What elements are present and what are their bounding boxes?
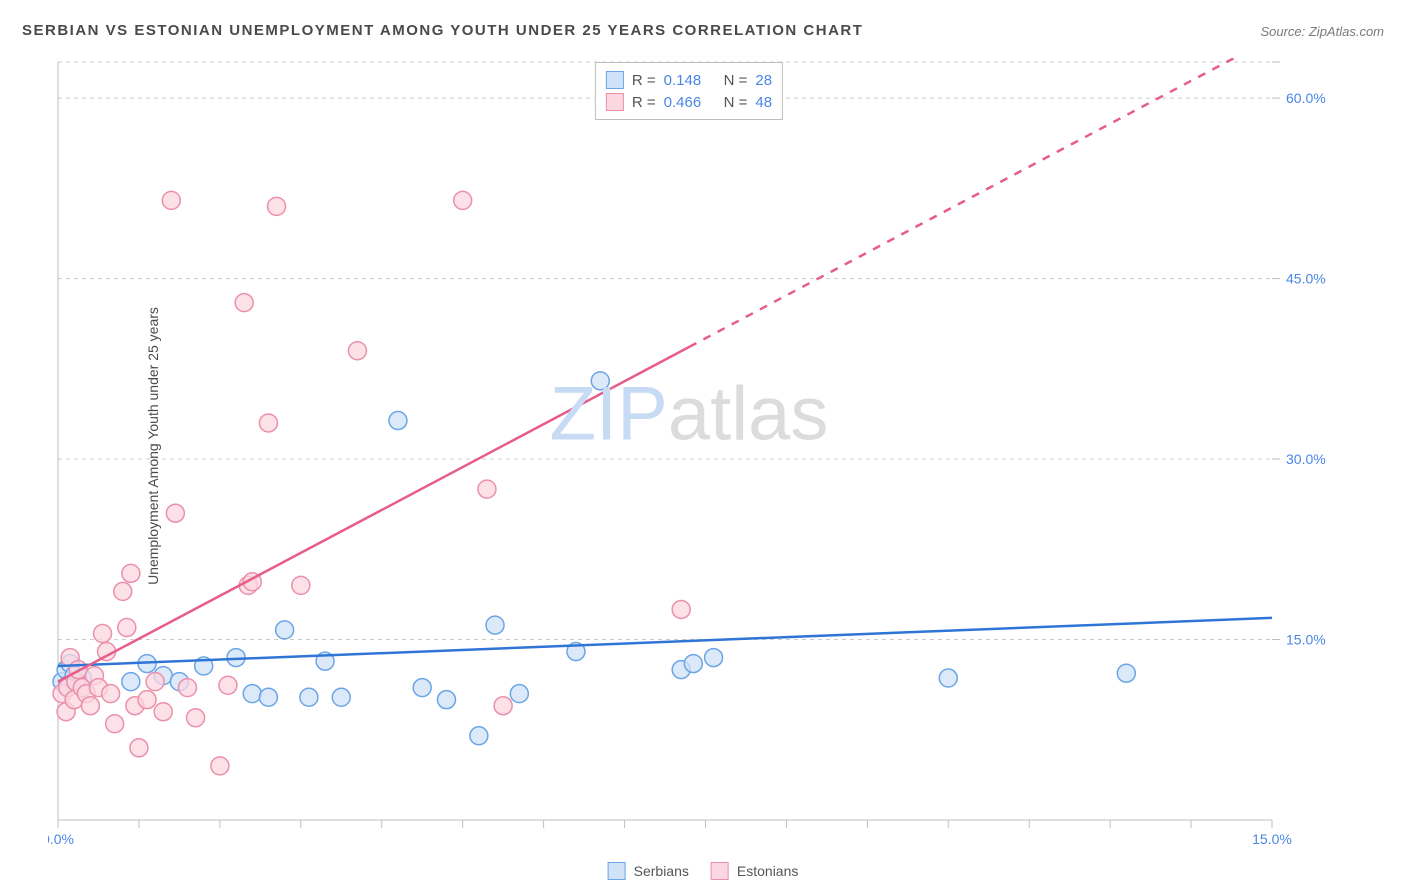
y-tick-label: 15.0%: [1286, 632, 1326, 648]
y-tick-label: 45.0%: [1286, 271, 1326, 287]
data-point: [259, 414, 277, 432]
n-label: N =: [724, 72, 748, 89]
data-point: [276, 621, 294, 639]
data-point: [166, 504, 184, 522]
data-point: [672, 600, 690, 618]
data-point: [478, 480, 496, 498]
data-point: [259, 688, 277, 706]
n-value: 48: [755, 94, 772, 111]
legend-item: Estonians: [711, 862, 798, 880]
data-point: [154, 703, 172, 721]
n-label: N =: [724, 94, 748, 111]
data-point: [219, 676, 237, 694]
legend: Serbians Estonians: [608, 862, 799, 880]
chart-title: SERBIAN VS ESTONIAN UNEMPLOYMENT AMONG Y…: [22, 22, 863, 39]
data-point: [268, 197, 286, 215]
data-point: [348, 342, 366, 360]
data-point: [114, 582, 132, 600]
source-attribution: Source: ZipAtlas.com: [1260, 24, 1384, 39]
data-point: [454, 191, 472, 209]
data-point: [300, 688, 318, 706]
legend-swatch: [608, 862, 626, 880]
data-point: [1117, 664, 1135, 682]
data-point: [211, 757, 229, 775]
data-point: [684, 655, 702, 673]
data-point: [138, 691, 156, 709]
data-point: [292, 576, 310, 594]
legend-swatch: [606, 93, 624, 111]
data-point: [162, 191, 180, 209]
y-tick-label: 60.0%: [1286, 90, 1326, 106]
trend-line: [58, 347, 689, 682]
data-point: [437, 691, 455, 709]
legend-swatch: [711, 862, 729, 880]
data-point: [146, 673, 164, 691]
data-point: [486, 616, 504, 634]
data-point: [332, 688, 350, 706]
data-point: [243, 685, 261, 703]
r-value: 0.148: [664, 72, 716, 89]
data-point: [705, 649, 723, 667]
data-point: [939, 669, 957, 687]
data-point: [591, 372, 609, 390]
chart-area: ZIPatlas 15.0%30.0%45.0%60.0%0.0%15.0% R…: [48, 58, 1330, 850]
legend-label: Estonians: [737, 863, 798, 879]
trend-line: [58, 618, 1272, 666]
data-point: [81, 697, 99, 715]
data-point: [235, 294, 253, 312]
x-tick-label: 15.0%: [1252, 831, 1292, 847]
legend-label: Serbians: [634, 863, 689, 879]
correlation-stats-box: R = 0.148 N = 28 R = 0.466 N = 48: [595, 62, 783, 120]
stats-row: R = 0.148 N = 28: [606, 69, 772, 91]
x-tick-label: 0.0%: [48, 831, 74, 847]
legend-swatch: [606, 71, 624, 89]
data-point: [389, 412, 407, 430]
r-label: R =: [632, 94, 656, 111]
data-point: [470, 727, 488, 745]
y-tick-label: 30.0%: [1286, 451, 1326, 467]
data-point: [187, 709, 205, 727]
legend-item: Serbians: [608, 862, 689, 880]
data-point: [130, 739, 148, 757]
data-point: [178, 679, 196, 697]
data-point: [102, 685, 120, 703]
r-label: R =: [632, 72, 656, 89]
data-point: [122, 564, 140, 582]
data-point: [94, 625, 112, 643]
data-point: [118, 618, 136, 636]
stats-row: R = 0.466 N = 48: [606, 91, 772, 113]
n-value: 28: [755, 72, 772, 89]
data-point: [122, 673, 140, 691]
r-value: 0.466: [664, 94, 716, 111]
data-point: [494, 697, 512, 715]
data-point: [106, 715, 124, 733]
data-point: [413, 679, 431, 697]
data-point: [510, 685, 528, 703]
scatter-chart: 15.0% 30.0% 45.0% 60.0% 0.0% 15.0%: [48, 58, 1330, 850]
